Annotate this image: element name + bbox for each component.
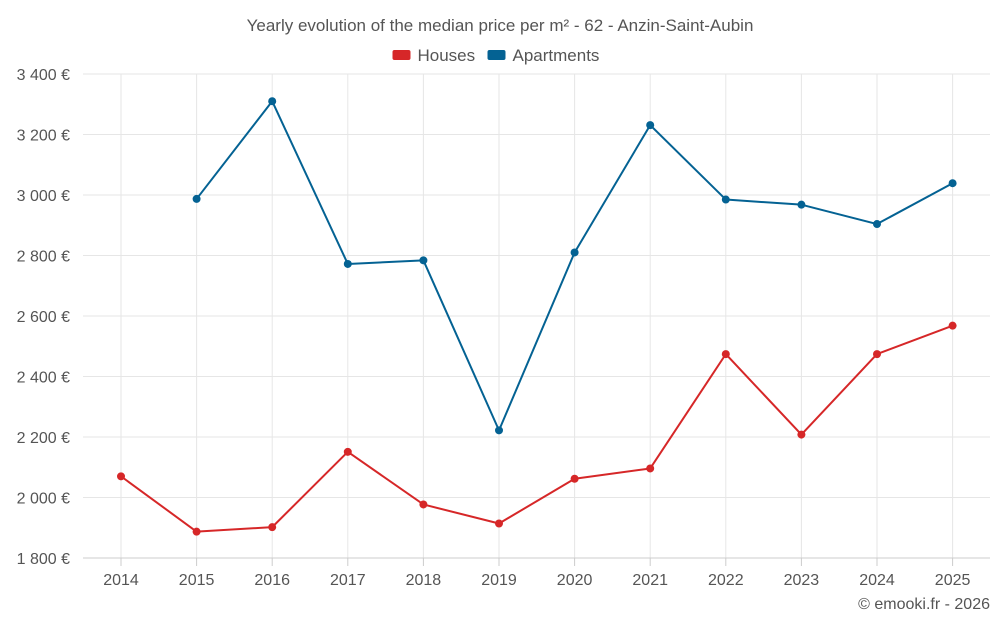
data-point-houses[interactable] xyxy=(570,474,579,483)
y-tick-label: 2 400 € xyxy=(17,370,70,387)
credit-text: © emooki.fr - 2026 xyxy=(858,596,990,613)
legend-swatch xyxy=(487,50,506,60)
data-point-apartments[interactable] xyxy=(646,121,655,130)
x-tick-label: 2015 xyxy=(179,572,215,589)
data-point-apartments[interactable] xyxy=(192,194,201,203)
data-point-houses[interactable] xyxy=(797,430,806,439)
legend: Houses Apartments xyxy=(392,46,600,65)
legend-item-houses[interactable]: Houses xyxy=(392,46,476,65)
x-tick-label: 2019 xyxy=(481,572,517,589)
y-tick-label: 1 800 € xyxy=(17,551,70,568)
legend-label: Houses xyxy=(418,46,476,65)
y-tick-label: 3 200 € xyxy=(17,128,70,145)
data-point-apartments[interactable] xyxy=(495,426,503,435)
y-tick-label: 2 200 € xyxy=(17,430,70,447)
data-point-apartments[interactable] xyxy=(268,97,277,106)
x-tick-label: 2025 xyxy=(935,572,971,589)
data-point-houses[interactable] xyxy=(948,321,957,330)
grid xyxy=(83,73,990,558)
legend-label: Apartments xyxy=(513,46,600,65)
y-tick-label: 3 000 € xyxy=(17,188,70,205)
series-houses xyxy=(117,321,957,536)
data-point-apartments[interactable] xyxy=(948,179,957,188)
x-tick-label: 2022 xyxy=(708,572,744,589)
x-tick-label: 2014 xyxy=(103,572,139,589)
series-group xyxy=(117,97,957,536)
legend-item-apartments[interactable]: Apartments xyxy=(487,46,600,65)
x-tick-label: 2017 xyxy=(330,572,366,589)
legend-swatch xyxy=(392,50,411,60)
data-point-apartments[interactable] xyxy=(873,220,881,229)
x-tick-label: 2020 xyxy=(557,572,593,589)
data-point-houses[interactable] xyxy=(721,350,730,359)
y-tick-label: 2 600 € xyxy=(17,309,70,326)
y-tick-label: 3 400 € xyxy=(17,67,70,84)
data-point-houses[interactable] xyxy=(646,464,655,473)
data-point-apartments[interactable] xyxy=(343,259,352,268)
x-tick-label: 2018 xyxy=(406,572,442,589)
series-apartments xyxy=(192,97,957,435)
series-line-houses xyxy=(120,324,953,533)
chart-title: Yearly evolution of the median price per… xyxy=(247,16,754,35)
data-point-apartments[interactable] xyxy=(419,256,428,265)
data-point-houses[interactable] xyxy=(343,447,352,456)
data-point-apartments[interactable] xyxy=(570,248,579,257)
data-point-houses[interactable] xyxy=(268,523,277,532)
y-tick-label: 2 000 € xyxy=(17,491,70,508)
x-tick-label: 2016 xyxy=(254,572,290,589)
data-point-apartments[interactable] xyxy=(797,200,806,209)
axes: 1 800 € 2 000 € 2 200 € 2 400 € 2 600 € 2 800… xyxy=(17,67,990,589)
data-point-houses[interactable] xyxy=(495,519,503,528)
x-tick-label: 2021 xyxy=(632,572,668,589)
data-point-houses[interactable] xyxy=(419,500,428,509)
data-point-houses[interactable] xyxy=(192,527,201,536)
data-point-houses[interactable] xyxy=(117,472,125,481)
x-tick-label: 2023 xyxy=(784,572,820,589)
data-point-apartments[interactable] xyxy=(721,195,730,204)
x-tick-label: 2024 xyxy=(859,572,895,589)
data-point-houses[interactable] xyxy=(873,350,881,359)
y-tick-label: 2 800 € xyxy=(17,249,70,266)
